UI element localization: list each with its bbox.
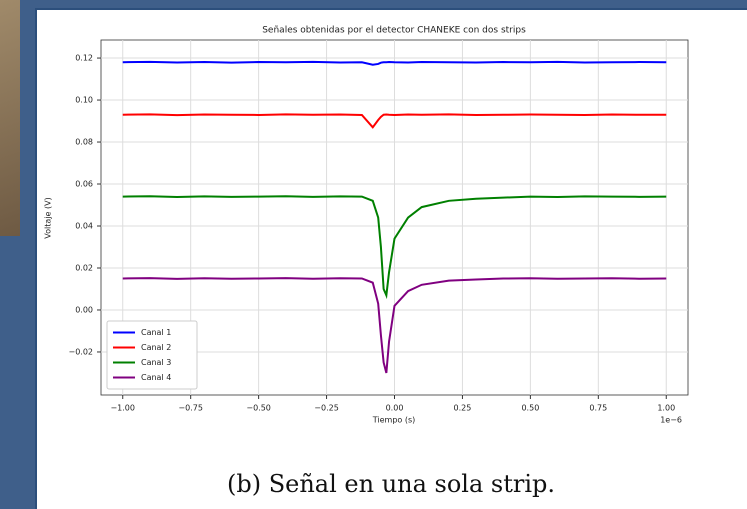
y-tick-label: 0.00 xyxy=(75,305,93,314)
data-line xyxy=(122,60,667,66)
y-tick-label: 0.02 xyxy=(75,263,93,272)
x-tick-label: −0.50 xyxy=(246,404,271,413)
caption: (b) Señal en una sola strip. xyxy=(226,470,556,498)
photo-edge xyxy=(0,0,20,236)
x-offset-label: 1e−6 xyxy=(660,416,682,425)
x-tick-label: 0.25 xyxy=(454,404,472,413)
x-tick-label: −0.75 xyxy=(178,404,203,413)
data-line xyxy=(122,195,667,300)
data-line xyxy=(122,277,667,374)
legend-label: Canal 2 xyxy=(141,343,171,352)
x-tick-label: 0.50 xyxy=(521,404,539,413)
y-tick-label: 0.04 xyxy=(75,222,93,231)
legend-label: Canal 3 xyxy=(141,358,171,367)
y-tick-label: 0.06 xyxy=(75,180,93,189)
y-axis-label: Voltaje (V) xyxy=(44,197,53,238)
chart: Señales obtenidas por el detector CHANEK… xyxy=(44,26,689,425)
y-tick-label: 0.10 xyxy=(75,96,93,105)
y-tick-label: 0.08 xyxy=(75,138,93,147)
x-tick-label: −1.00 xyxy=(110,404,135,413)
y-tick-label: 0.12 xyxy=(75,54,93,63)
y-tick-label: −0.02 xyxy=(68,347,93,356)
x-tick-label: 0.00 xyxy=(386,404,404,413)
legend-box xyxy=(106,320,198,390)
x-tick-label: 0.75 xyxy=(589,404,607,413)
x-tick-label: 1.00 xyxy=(657,404,675,413)
x-tick-label: −0.25 xyxy=(314,404,339,413)
legend-label: Canal 4 xyxy=(141,373,171,382)
x-axis-label: Tiempo (s) xyxy=(372,416,416,425)
legend-label: Canal 1 xyxy=(141,328,171,337)
data-line xyxy=(122,113,667,129)
chart-title: Señales obtenidas por el detector CHANEK… xyxy=(262,26,526,36)
